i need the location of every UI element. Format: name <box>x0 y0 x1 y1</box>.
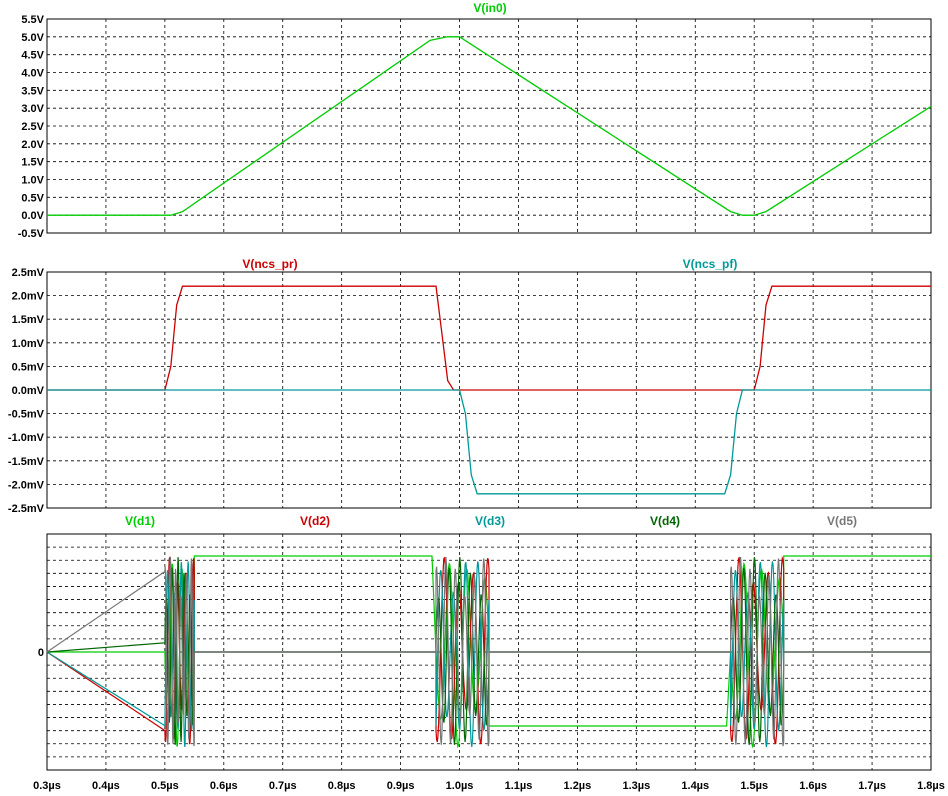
y-tick-label: 3.5V <box>21 85 44 97</box>
y-tick-label: 0.0V <box>21 210 44 222</box>
series-label: V(ncs_pf) <box>683 257 738 271</box>
x-tick-label: 1.6µs <box>799 780 827 792</box>
y-tick-label: 5.0V <box>21 32 44 44</box>
x-tick-label: 0.3µs <box>33 780 61 792</box>
series-label: V(d4) <box>650 514 680 528</box>
y-tick-label: 1.5V <box>21 157 44 169</box>
y-tick-label: 2.0mV <box>12 291 45 303</box>
y-tick-label: 1.0V <box>21 175 44 187</box>
x-tick-label: 1.7µs <box>858 780 886 792</box>
series-label: V(ncs_pr) <box>242 257 297 271</box>
y-tick-label: 2.5mV <box>12 267 45 279</box>
series-label: V(d2) <box>300 514 330 528</box>
series-line-v-d5- <box>46 556 931 747</box>
series-label: V(d5) <box>827 514 857 528</box>
x-tick-label: 0.9µs <box>387 780 415 792</box>
y-tick-label: -2.5mV <box>8 503 45 515</box>
x-tick-label: 0.8µs <box>328 780 356 792</box>
series-label: V(d1) <box>125 514 155 528</box>
plot-frame <box>46 18 932 234</box>
series-line-v-ncs-pr- <box>47 285 931 391</box>
x-tick-label: 0.6µs <box>210 780 238 792</box>
y-tick-label: -1.0mV <box>8 432 45 444</box>
y-tick-label: 0.0mV <box>12 385 45 397</box>
x-tick-label: 0.7µs <box>269 780 297 792</box>
y-tick-label: 4.5V <box>21 50 44 62</box>
x-tick-label: 0.5µs <box>151 780 179 792</box>
x-tick-label: 1.5µs <box>740 780 768 792</box>
x-tick-label: 1.3µs <box>622 780 650 792</box>
x-tick-label: 1.2µs <box>564 780 592 792</box>
series-label: V(in0) <box>473 1 506 15</box>
y-tick-label: 1.5mV <box>12 314 45 326</box>
x-tick-label: 1.1µs <box>505 780 533 792</box>
x-tick-label: 1.8µs <box>917 780 945 792</box>
series-line-v-in0- <box>47 36 932 216</box>
y-tick-label: 5.5V <box>21 14 44 26</box>
y-tick-label: -0.5mV <box>8 409 45 421</box>
y-tick-label: 4.0V <box>21 68 44 80</box>
y-tick-label: -2.0mV <box>8 479 45 491</box>
y-tick-label: 2.0V <box>21 139 44 151</box>
y-tick-label: 3.0V <box>21 103 44 115</box>
y-tick-label: 0.5mV <box>12 361 45 373</box>
series-label: V(d3) <box>475 514 505 528</box>
x-tick-label: 1.4µs <box>681 780 709 792</box>
series-line-v-ncs-pf- <box>47 389 931 495</box>
x-tick-label: 1.0µs <box>446 780 474 792</box>
y-tick-label: 1.0mV <box>12 338 45 350</box>
y-tick-label: -1.5mV <box>8 456 45 468</box>
y-tick-label: -0.5V <box>18 228 45 240</box>
y-tick-label: 0.5V <box>21 192 44 204</box>
x-tick-label: 0.4µs <box>92 780 120 792</box>
y-tick-label: 0 <box>38 647 44 659</box>
y-tick-label: 2.5V <box>21 121 44 133</box>
